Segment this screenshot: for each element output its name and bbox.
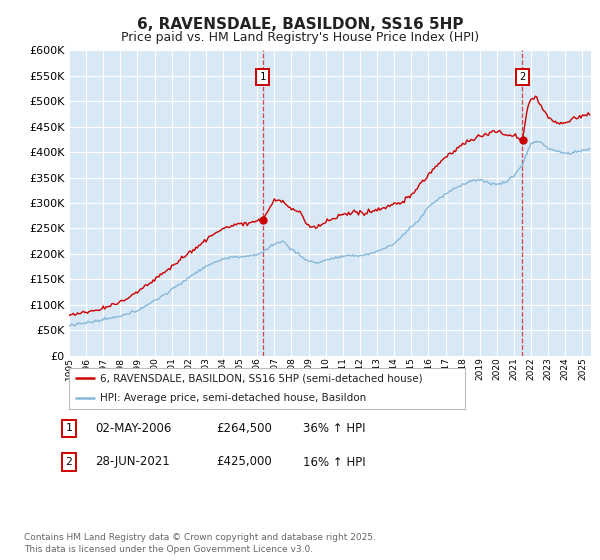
Text: 2: 2 — [519, 72, 526, 82]
Text: Contains HM Land Registry data © Crown copyright and database right 2025.
This d: Contains HM Land Registry data © Crown c… — [24, 533, 376, 554]
Text: £425,000: £425,000 — [216, 455, 272, 469]
Text: 6, RAVENSDALE, BASILDON, SS16 5HP: 6, RAVENSDALE, BASILDON, SS16 5HP — [137, 17, 463, 32]
Text: 1: 1 — [65, 423, 73, 433]
Text: 28-JUN-2021: 28-JUN-2021 — [95, 455, 170, 469]
Text: 2: 2 — [65, 457, 73, 467]
Text: 16% ↑ HPI: 16% ↑ HPI — [303, 455, 365, 469]
Text: 1: 1 — [260, 72, 266, 82]
Text: HPI: Average price, semi-detached house, Basildon: HPI: Average price, semi-detached house,… — [100, 393, 366, 403]
Text: Price paid vs. HM Land Registry's House Price Index (HPI): Price paid vs. HM Land Registry's House … — [121, 31, 479, 44]
Text: 02-MAY-2006: 02-MAY-2006 — [95, 422, 171, 435]
Text: £264,500: £264,500 — [216, 422, 272, 435]
Text: 36% ↑ HPI: 36% ↑ HPI — [303, 422, 365, 435]
Text: 6, RAVENSDALE, BASILDON, SS16 5HP (semi-detached house): 6, RAVENSDALE, BASILDON, SS16 5HP (semi-… — [100, 373, 422, 383]
